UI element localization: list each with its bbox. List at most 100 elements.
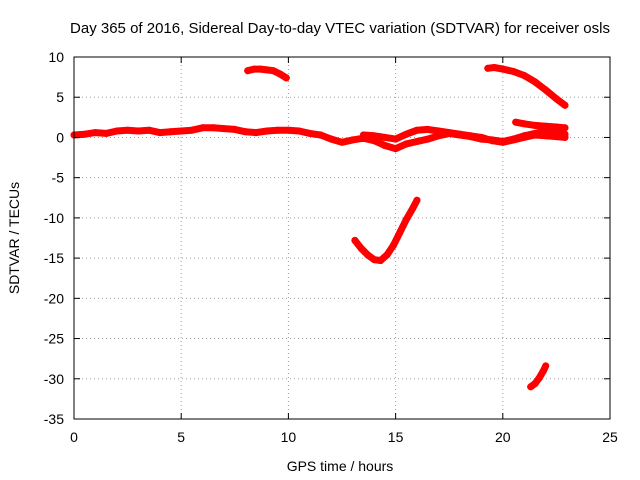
data-point: [177, 127, 185, 135]
x-tick-label: 25: [602, 429, 618, 445]
y-tick-label: -25: [44, 331, 64, 347]
data-point: [392, 135, 400, 143]
data-point: [520, 120, 528, 128]
data-point: [306, 129, 314, 137]
data-point: [252, 129, 260, 137]
data-point: [535, 374, 543, 382]
y-tick-label: 5: [56, 89, 64, 105]
data-point: [338, 138, 346, 146]
x-tick-label: 15: [388, 429, 404, 445]
data-point: [209, 124, 217, 132]
data-point: [409, 204, 417, 212]
data-point: [542, 122, 550, 130]
data-point: [490, 64, 498, 71]
data-point: [359, 131, 367, 139]
data-point: [370, 256, 378, 264]
data-point: [81, 130, 89, 138]
data-point: [377, 257, 385, 264]
grid-lines: [74, 57, 610, 419]
data-point: [351, 236, 359, 244]
y-axis-label: SDTVAR / TECUs: [6, 182, 22, 294]
data-point: [145, 126, 153, 134]
data-point: [250, 65, 258, 73]
data-point: [381, 142, 389, 149]
data-point: [484, 64, 492, 72]
data-point: [242, 128, 249, 136]
data-point: [231, 125, 239, 133]
data-point: [542, 132, 550, 140]
data-point: [263, 127, 271, 135]
data-series: [70, 64, 569, 391]
data-point: [542, 86, 550, 94]
data-point: [456, 130, 464, 138]
data-point: [552, 95, 560, 103]
x-tick-label: 10: [281, 429, 297, 445]
x-axis-ticks: 0 5 10 15 20 25: [70, 57, 618, 445]
data-point: [134, 127, 142, 135]
y-tick-label: -30: [44, 371, 64, 387]
data-point: [435, 127, 442, 135]
x-tick-label: 20: [495, 429, 511, 445]
plot-border: [73, 56, 611, 420]
data-point: [552, 133, 560, 141]
data-point: [413, 126, 421, 134]
data-point: [102, 129, 110, 137]
y-tick-label: 10: [48, 49, 64, 65]
data-point: [499, 65, 507, 73]
data-point: [531, 78, 539, 86]
data-point: [317, 131, 325, 139]
data-point: [561, 124, 569, 132]
data-point: [424, 135, 432, 143]
data-point: [282, 74, 290, 82]
x-axis-label: GPS time / hours: [287, 458, 394, 474]
data-point: [531, 380, 539, 388]
data-point: [477, 133, 485, 141]
data-point: [295, 127, 303, 135]
data-point: [244, 67, 252, 75]
y-tick-label: 0: [56, 129, 64, 145]
data-point: [510, 136, 517, 144]
data-point: [561, 101, 569, 109]
data-point: [510, 68, 517, 75]
data-point: [424, 125, 432, 133]
data-point: [274, 126, 282, 134]
data-point: [188, 126, 196, 134]
data-point: [402, 216, 410, 223]
data-point: [520, 72, 528, 79]
data-point: [124, 126, 132, 134]
data-point: [499, 138, 507, 146]
y-tick-label: -35: [44, 411, 64, 427]
chart-title: Day 365 of 2016, Sidereal Day-to-day VTE…: [70, 20, 610, 37]
data-point: [263, 66, 271, 74]
data-point: [276, 70, 284, 78]
data-point: [531, 131, 539, 139]
data-point: [156, 129, 164, 137]
data-point: [552, 123, 560, 131]
data-point: [531, 121, 539, 129]
data-point: [445, 129, 453, 137]
x-tick-label: 5: [177, 429, 185, 445]
data-point: [167, 128, 174, 136]
data-point: [199, 124, 207, 132]
data-point: [402, 130, 410, 138]
y-axis-ticks: 10 5 0 -5 -10 -15 -20 -25 -30 -35: [44, 49, 610, 427]
y-tick-label: -5: [52, 170, 65, 186]
data-point: [370, 132, 378, 140]
data-point: [269, 67, 277, 75]
x-tick-label: 0: [70, 429, 78, 445]
data-point: [284, 126, 292, 134]
data-point: [392, 145, 400, 153]
data-point: [467, 132, 475, 140]
data-point: [413, 196, 421, 204]
data-point: [396, 228, 404, 236]
data-point: [364, 251, 372, 259]
plot-frame: [73, 56, 611, 420]
data-point: [327, 135, 335, 143]
data-point: [390, 241, 397, 249]
y-tick-label: -15: [44, 250, 64, 266]
data-point: [512, 118, 520, 126]
data-point: [488, 137, 496, 145]
data-point: [113, 127, 121, 135]
